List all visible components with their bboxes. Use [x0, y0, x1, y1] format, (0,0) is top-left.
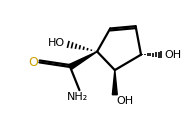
Polygon shape: [69, 52, 97, 69]
Polygon shape: [112, 70, 117, 95]
Text: OH: OH: [164, 50, 181, 60]
Text: O: O: [28, 56, 38, 69]
Text: HO: HO: [48, 38, 65, 48]
Text: OH: OH: [116, 96, 133, 106]
Text: NH₂: NH₂: [67, 92, 89, 102]
